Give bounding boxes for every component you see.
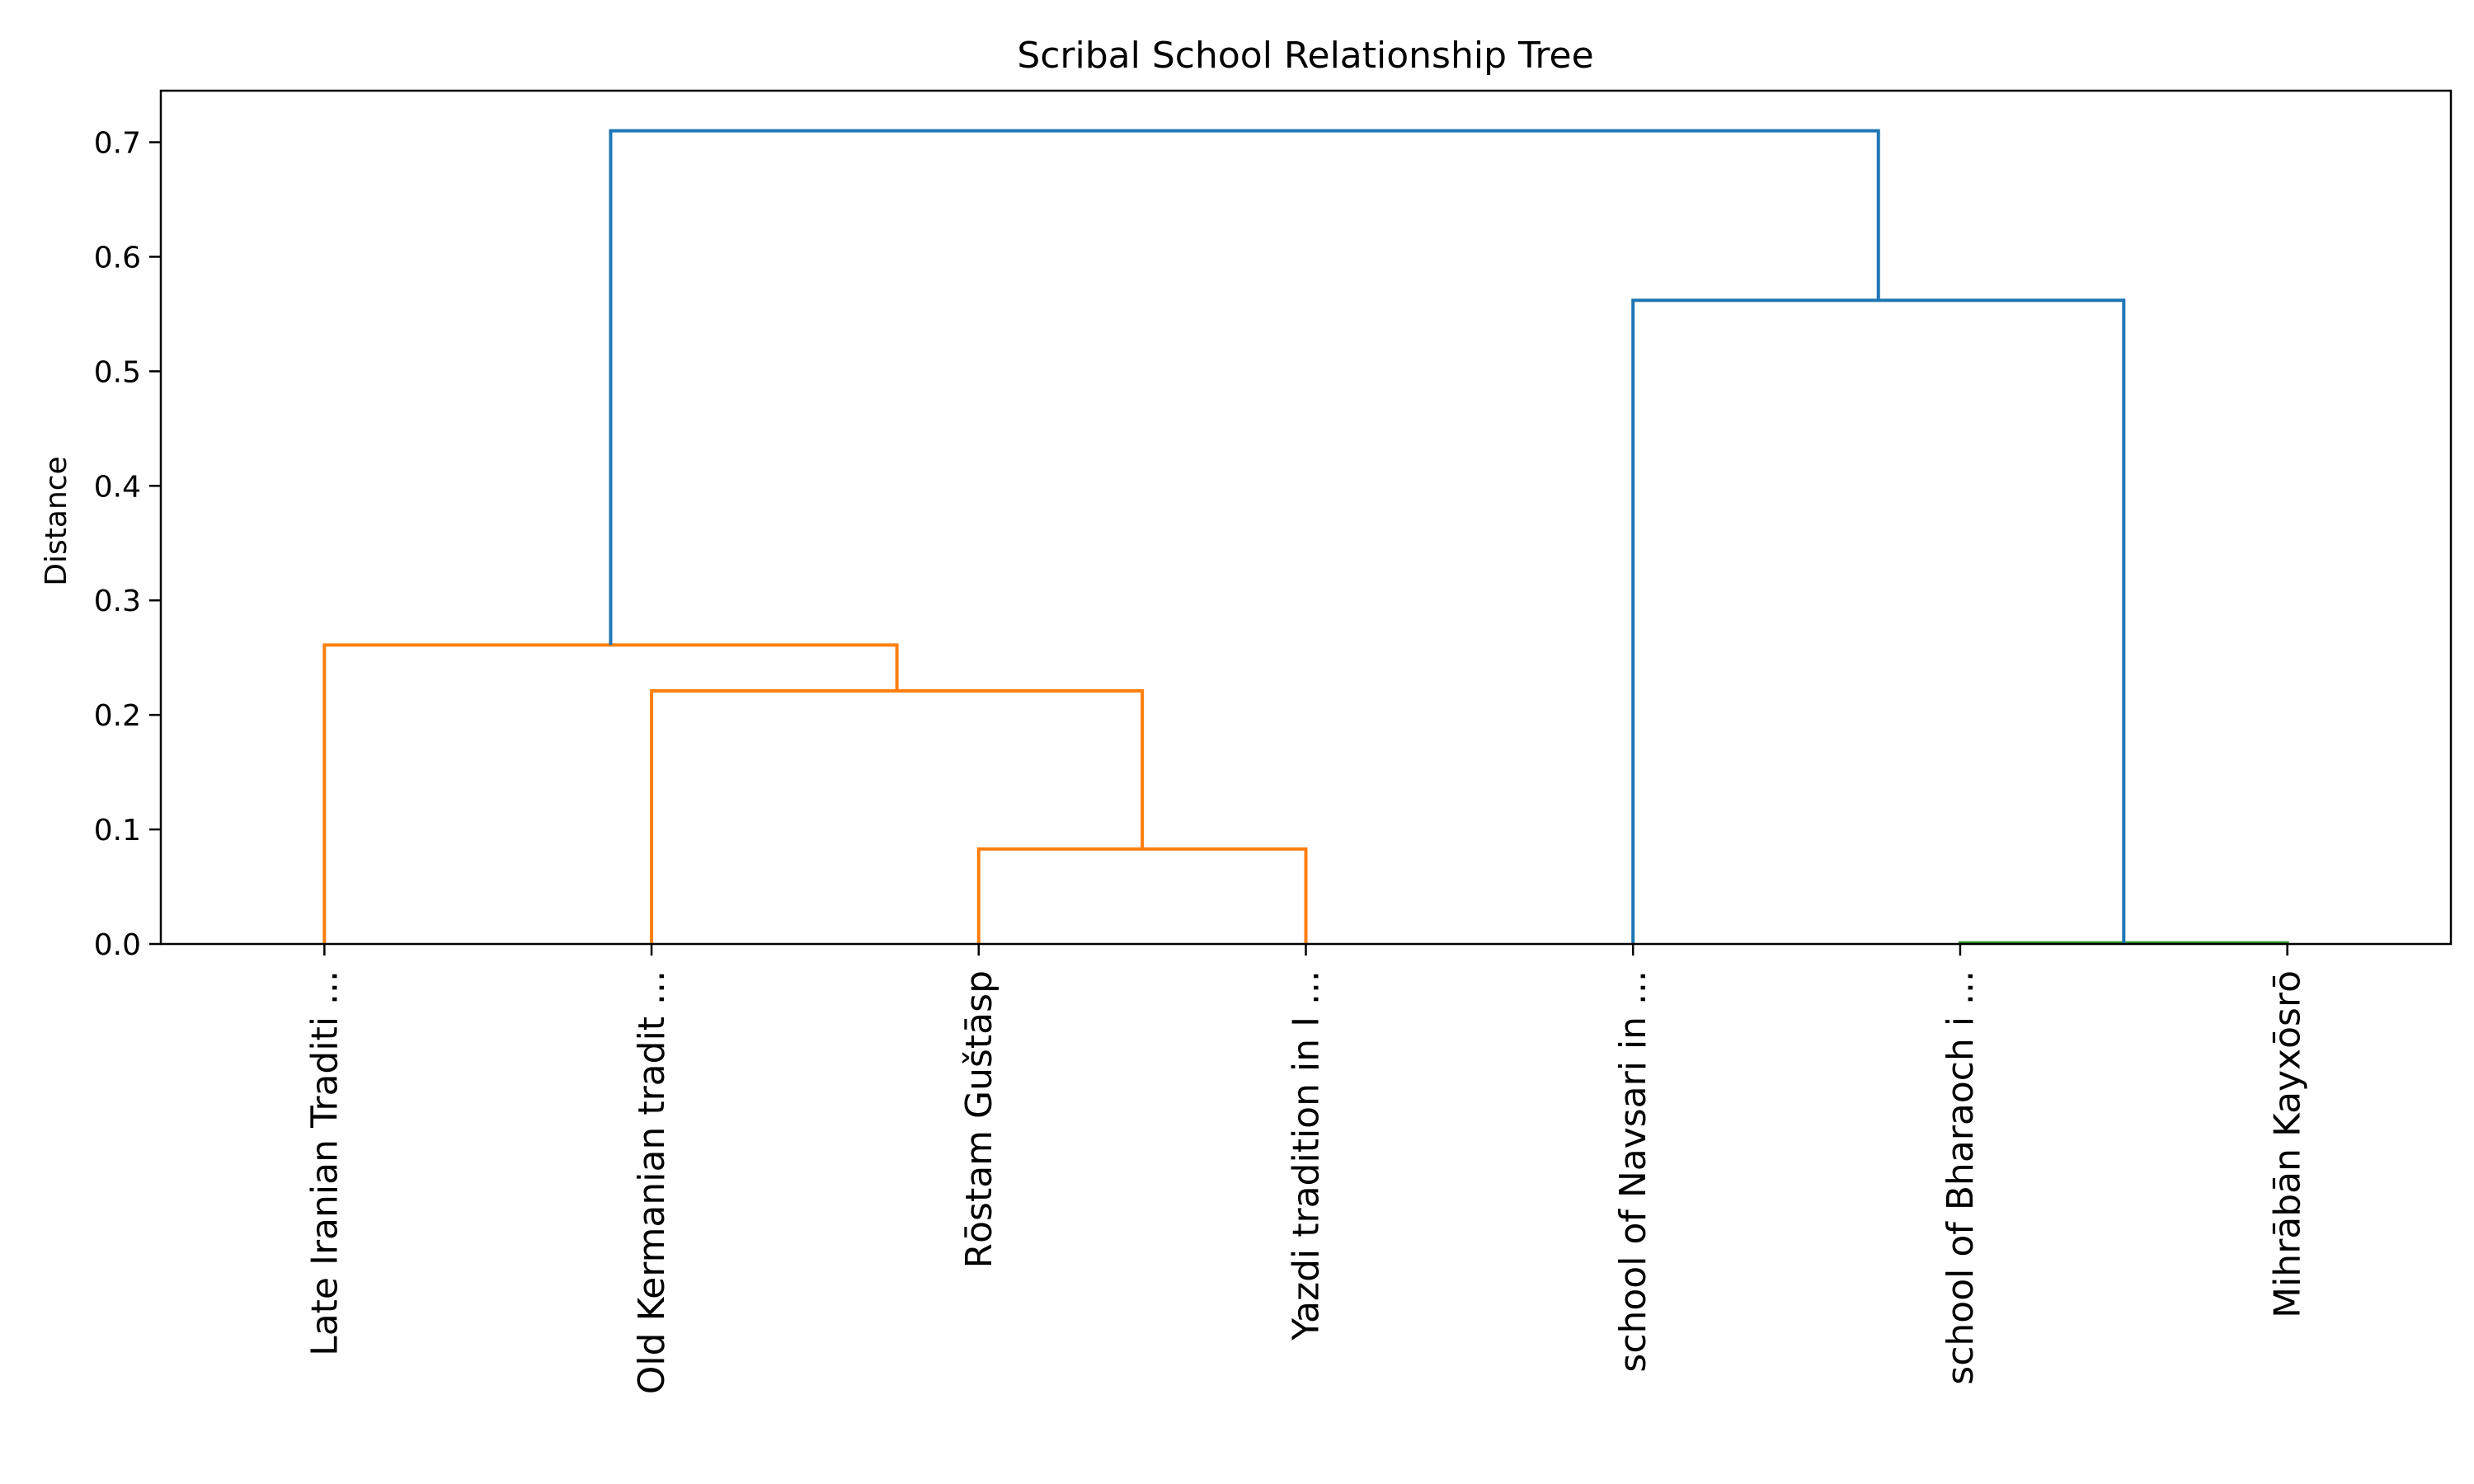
leaf-label: Yazdi tradition in I ... xyxy=(1286,970,1328,1341)
leaf-label: Late Iranian Traditi ... xyxy=(303,970,346,1356)
y-tick-label: 0.2 xyxy=(94,699,141,733)
plot-frame xyxy=(159,89,2453,946)
y-tick-label: 0.4 xyxy=(94,470,141,504)
chart-title: Scribal School Relationship Tree xyxy=(1017,35,1593,77)
y-axis-label: Distance xyxy=(40,456,73,585)
dendrogram-link-2 xyxy=(322,643,899,944)
leaf-label: Mihrābān Kayxōsrō xyxy=(2267,970,2309,1318)
y-axis: 0.0 0.1 0.2 0.3 0.4 0.5 0.6 0.7 xyxy=(94,127,161,962)
y-tick-label: 0.6 xyxy=(94,241,141,275)
dendrogram-link-1 xyxy=(650,688,1145,944)
y-tick-label: 0.7 xyxy=(94,127,141,161)
leaf-label: Rōstam Guštāsp xyxy=(958,970,1000,1268)
leaf-label: school of Navsari in ... xyxy=(1612,970,1654,1373)
y-tick-label: 0.0 xyxy=(94,928,141,962)
leaf-label: school of Bharaoch i ... xyxy=(1940,970,1982,1385)
leaf-label: Old Kermanian tradit ... xyxy=(631,970,673,1394)
y-tick-label: 0.1 xyxy=(94,814,141,848)
dendrogram-link-5 xyxy=(609,129,1880,646)
x-axis: Late Iranian Traditi ... Old Kermanian tr… xyxy=(303,944,2309,1394)
y-tick-label: 0.5 xyxy=(94,355,141,389)
dendrogram-links xyxy=(322,129,2289,945)
dendrogram-link-4 xyxy=(1631,298,2126,944)
dendrogram-link-0 xyxy=(976,847,1308,944)
y-tick-label: 0.3 xyxy=(94,585,141,618)
